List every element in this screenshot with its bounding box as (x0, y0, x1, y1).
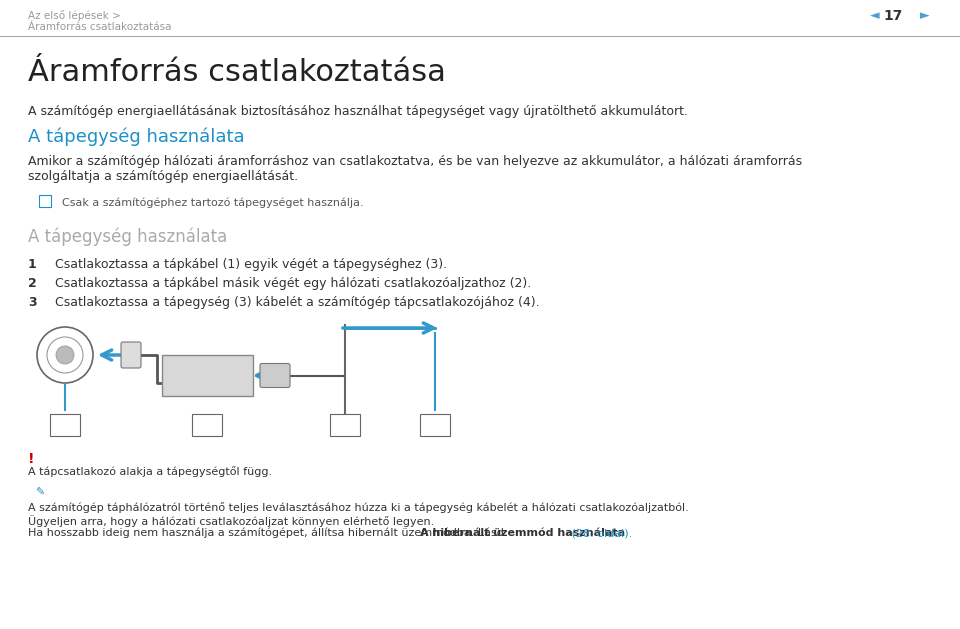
Text: szolgáltatja a számítógép energiaellátását.: szolgáltatja a számítógép energiaellátás… (28, 170, 299, 183)
Text: ✎: ✎ (40, 196, 50, 206)
FancyBboxPatch shape (50, 414, 80, 436)
Text: 3: 3 (28, 296, 36, 309)
Text: A tápegység használata: A tápegység használata (28, 228, 228, 247)
Text: (28. oldal).: (28. oldal). (568, 528, 633, 538)
Text: Csatlakoztassa a tápegység (3) kábelét a számítógép tápcsatlakozójához (4).: Csatlakoztassa a tápegység (3) kábelét a… (55, 296, 540, 309)
Text: 17: 17 (883, 9, 902, 23)
FancyBboxPatch shape (39, 195, 51, 207)
Text: !: ! (28, 452, 35, 466)
Text: A tápcsatlakozó alakja a tápegységtől függ.: A tápcsatlakozó alakja a tápegységtől fü… (28, 466, 272, 477)
Text: Áramforrás csatlakoztatása: Áramforrás csatlakoztatása (28, 22, 172, 32)
Text: 2: 2 (431, 418, 439, 431)
Text: Csak a számítógéphez tartozó tápegységet használja.: Csak a számítógéphez tartozó tápegységet… (62, 197, 364, 208)
Text: 1: 1 (28, 258, 36, 271)
Text: A számítógép táphálózatról történő teljes leválasztásához húzza ki a tápegység k: A számítógép táphálózatról történő telje… (28, 502, 688, 513)
Text: Csatlakoztassa a tápkábel másik végét egy hálózati csatlakozóaljzathoz (2).: Csatlakoztassa a tápkábel másik végét eg… (55, 277, 531, 290)
Text: 2: 2 (28, 277, 36, 290)
FancyBboxPatch shape (330, 414, 360, 436)
Circle shape (56, 346, 74, 364)
Text: Áramforrás csatlakoztatása: Áramforrás csatlakoztatása (28, 58, 445, 87)
FancyBboxPatch shape (162, 355, 253, 396)
Text: Amikor a számítógép hálózati áramforráshoz van csatlakoztatva, és be van helyezv: Amikor a számítógép hálózati áramforrásh… (28, 155, 803, 168)
FancyBboxPatch shape (420, 414, 450, 436)
Text: ►: ► (920, 9, 929, 23)
FancyBboxPatch shape (192, 414, 222, 436)
Text: ◄: ◄ (871, 9, 880, 23)
Text: 4: 4 (61, 418, 69, 431)
Text: ✎: ✎ (36, 488, 45, 498)
Circle shape (37, 327, 93, 383)
Circle shape (47, 337, 83, 373)
Text: Az első lépések >: Az első lépések > (28, 10, 121, 21)
Text: Csatlakoztassa a tápkábel (1) egyik végét a tápegységhez (3).: Csatlakoztassa a tápkábel (1) egyik végé… (55, 258, 447, 271)
Text: A hibernált üzemmód használata: A hibernált üzemmód használata (420, 528, 625, 538)
Text: A számítógép energiaellátásának biztosításához használhat tápegységet vagy újrat: A számítógép energiaellátásának biztosít… (28, 105, 688, 118)
Text: Ügyeljen arra, hogy a hálózati csatlakozóaljzat könnyen elérhető legyen.: Ügyeljen arra, hogy a hálózati csatlakoz… (28, 515, 434, 527)
FancyBboxPatch shape (260, 364, 290, 387)
Text: A tápegység használata: A tápegység használata (28, 128, 245, 147)
Text: Ha hosszabb ideig nem használja a számítógépet, állítsa hibernált üzemmódba. Lás: Ha hosszabb ideig nem használja a számít… (28, 528, 511, 538)
Text: 1: 1 (341, 418, 348, 431)
FancyBboxPatch shape (121, 342, 141, 368)
Text: 3: 3 (204, 418, 211, 431)
